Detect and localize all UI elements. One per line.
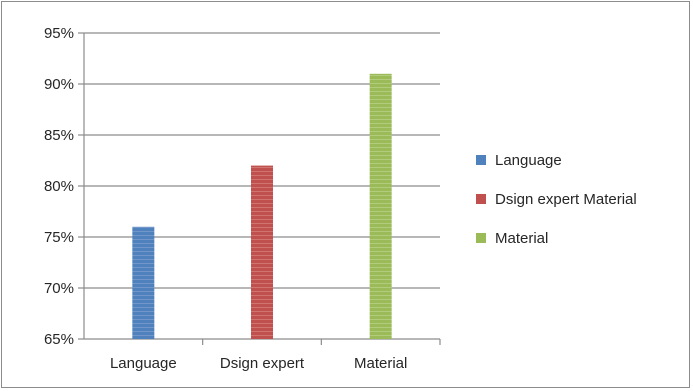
x-tick-label: Language xyxy=(110,355,177,372)
x-axis-ticks: Language Dsign expert Material xyxy=(110,339,441,372)
x-tick-label: Dsign expert xyxy=(220,355,305,372)
y-tick-label: 85% xyxy=(44,127,74,144)
y-tick-label: 80% xyxy=(44,178,74,195)
bars xyxy=(132,73,392,340)
legend: Language Dsign expert Material Material xyxy=(476,152,637,247)
legend-swatch xyxy=(476,233,486,243)
bar xyxy=(132,226,155,339)
y-tick-label: 75% xyxy=(44,229,74,246)
x-tick-label: Material xyxy=(354,355,407,372)
bar xyxy=(251,165,273,339)
legend-label: Material xyxy=(495,230,548,247)
y-tick-label: 95% xyxy=(44,25,74,42)
legend-label: Language xyxy=(495,152,562,169)
legend-swatch xyxy=(476,194,486,204)
y-tick-label: 70% xyxy=(44,280,74,297)
legend-label: Dsign expert Material xyxy=(495,191,637,208)
y-axis-ticks: 65% 70% 75% 80% 85% 90% 95% xyxy=(44,25,84,348)
y-tick-label: 65% xyxy=(44,331,74,348)
bar xyxy=(369,73,392,340)
legend-swatch xyxy=(476,155,486,165)
y-tick-label: 90% xyxy=(44,76,74,93)
